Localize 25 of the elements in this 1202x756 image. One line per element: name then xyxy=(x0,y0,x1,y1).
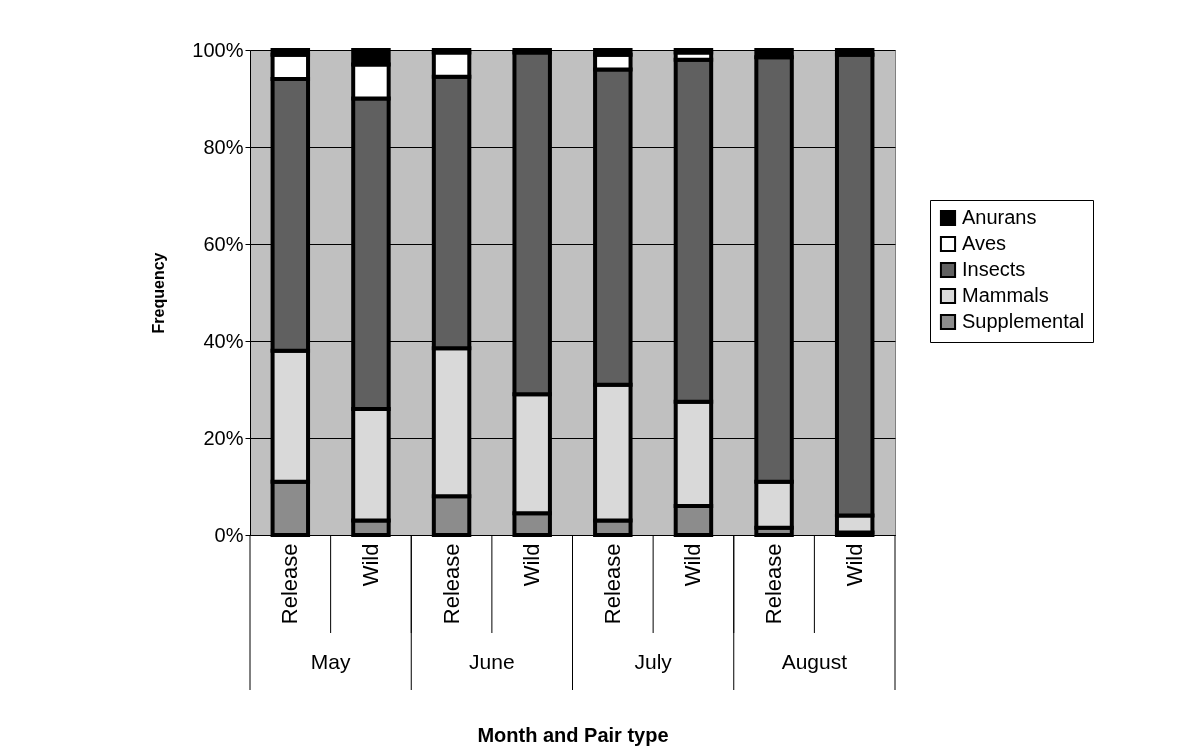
legend-label: Aves xyxy=(962,232,1007,254)
text: May xyxy=(310,650,351,673)
y-tick-label: 60% xyxy=(203,232,244,255)
x-tick-label: Wild xyxy=(680,543,706,587)
x-tick-label: Wild xyxy=(357,543,383,587)
y-tick-label: 80% xyxy=(203,135,244,158)
text: August xyxy=(781,650,848,673)
y-tick-label: 100% xyxy=(192,38,244,61)
text: July xyxy=(634,650,673,673)
y-tick-label: 20% xyxy=(203,426,244,449)
y-tick-label: 40% xyxy=(203,329,244,352)
x-tick-label: Release xyxy=(761,543,787,625)
y-axis-title: Frequency xyxy=(150,252,168,334)
legend-label: Insects xyxy=(962,258,1026,280)
x-tick-label: Release xyxy=(599,543,625,625)
legend-label: Mammals xyxy=(962,284,1049,306)
x-axis-title: Month and Pair type xyxy=(477,723,669,746)
legend-label: Supplemental xyxy=(962,310,1085,332)
x-tick-label: Release xyxy=(277,543,303,625)
x-tick-label: Wild xyxy=(841,543,867,587)
text: June xyxy=(469,650,515,673)
x-tick-label: Wild xyxy=(519,543,545,587)
x-tick-label: Release xyxy=(438,543,464,625)
legend-label: Anurans xyxy=(962,206,1037,228)
y-tick-label: 0% xyxy=(214,523,244,546)
